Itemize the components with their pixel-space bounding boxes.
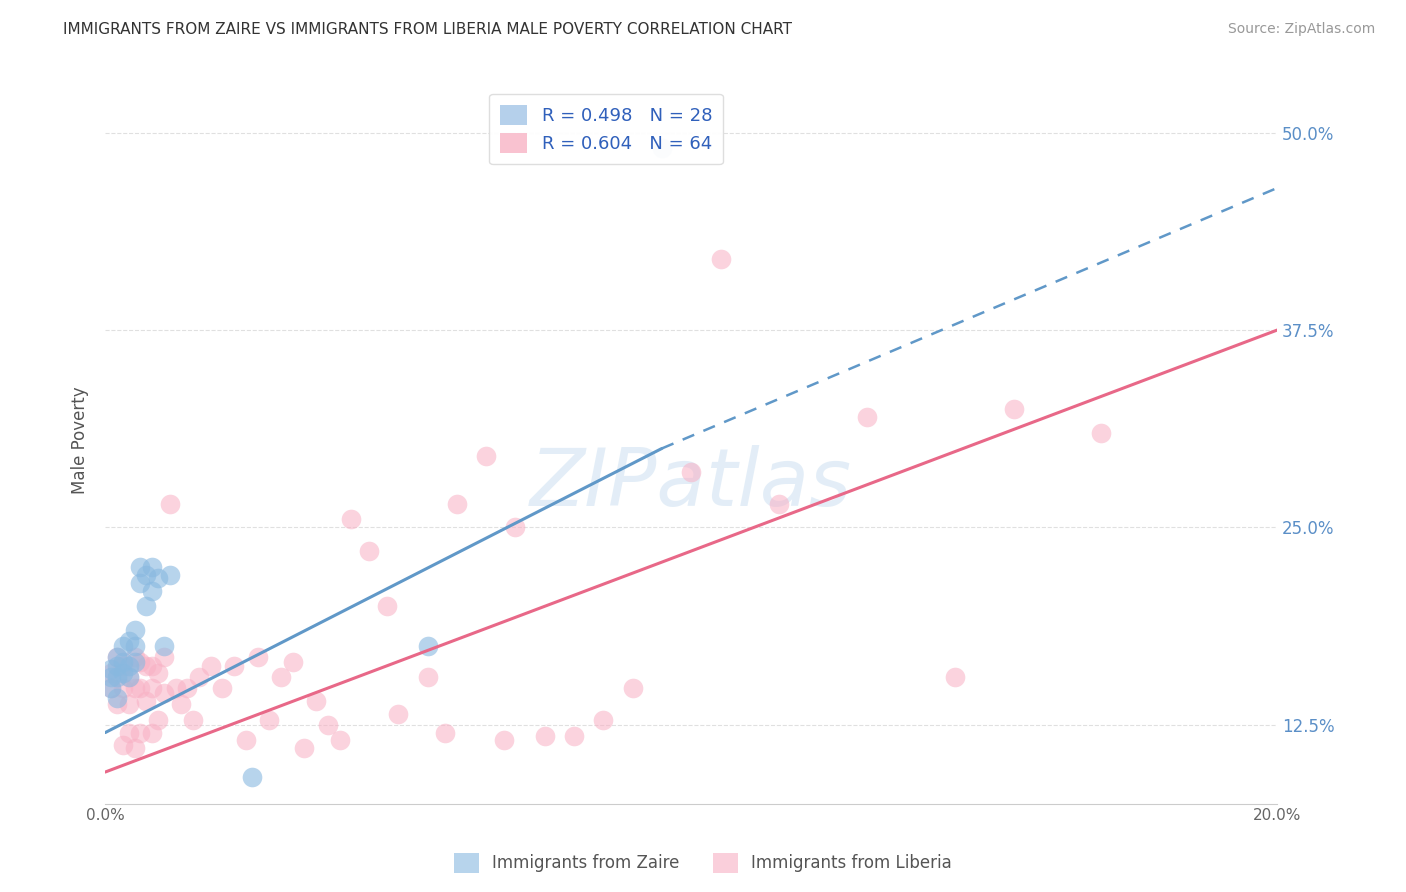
Point (141, 659, 163, 673)
Point (375, 599, 398, 614)
Point (505, 520, 527, 534)
Point (141, 559, 163, 574)
Point (124, 681, 146, 696)
Point (188, 670, 211, 684)
Point (492, 733, 515, 747)
Point (159, 567, 181, 582)
Point (124, 649, 146, 664)
Point (768, 497, 790, 511)
Point (176, 681, 198, 696)
Point (118, 725, 141, 739)
Point (305, 694, 328, 708)
Point (329, 733, 352, 747)
Point (129, 681, 152, 696)
Point (135, 599, 157, 614)
Legend: Immigrants from Zaire, Immigrants from Liberia: Immigrants from Zaire, Immigrants from L… (447, 847, 959, 880)
Point (153, 639, 176, 653)
Point (211, 681, 233, 696)
Point (340, 512, 363, 526)
Point (124, 623, 146, 637)
Point (621, 681, 644, 696)
Point (1090, 425, 1112, 440)
Point (1002, 401, 1025, 416)
Point (562, 729, 585, 743)
Point (159, 497, 181, 511)
Point (129, 559, 152, 574)
Point (118, 634, 141, 648)
Point (146, 713, 169, 727)
Text: ZIPatlas: ZIPatlas (530, 445, 852, 523)
Point (105, 649, 128, 664)
Point (118, 670, 141, 684)
Point (416, 670, 439, 684)
Point (856, 409, 879, 424)
Point (105, 670, 128, 684)
Point (281, 655, 304, 669)
Point (681, 465, 703, 479)
Point (294, 741, 316, 756)
Point (118, 659, 141, 673)
Point (129, 575, 152, 590)
Point (100, 662, 122, 676)
Point (200, 659, 222, 673)
Point (240, 770, 263, 784)
Point (592, 713, 614, 727)
Point (111, 659, 134, 673)
Point (124, 741, 146, 756)
Point (129, 725, 152, 739)
Point (141, 725, 163, 739)
Point (124, 655, 146, 669)
Point (100, 670, 122, 684)
Point (446, 497, 468, 511)
Legend: R = 0.498   N = 28, R = 0.604   N = 64: R = 0.498 N = 28, R = 0.604 N = 64 (489, 94, 723, 164)
Point (105, 659, 128, 673)
Point (387, 706, 409, 721)
Point (118, 670, 141, 684)
Point (709, 252, 731, 266)
Point (135, 567, 157, 582)
Point (235, 733, 257, 747)
Point (124, 639, 146, 653)
Point (651, 141, 673, 155)
Point (135, 659, 157, 673)
Y-axis label: Male Poverty: Male Poverty (72, 387, 89, 494)
Point (943, 670, 966, 684)
Point (270, 670, 292, 684)
Point (475, 450, 498, 464)
Point (416, 639, 439, 653)
Point (146, 571, 169, 585)
Text: Source: ZipAtlas.com: Source: ZipAtlas.com (1227, 22, 1375, 37)
Point (533, 729, 555, 743)
Text: IMMIGRANTS FROM ZAIRE VS IMMIGRANTS FROM LIBERIA MALE POVERTY CORRELATION CHART: IMMIGRANTS FROM ZAIRE VS IMMIGRANTS FROM… (63, 22, 792, 37)
Point (100, 681, 122, 696)
Point (111, 655, 134, 669)
Point (111, 639, 134, 653)
Point (118, 697, 141, 711)
Point (111, 665, 134, 680)
Point (170, 697, 193, 711)
Point (259, 713, 281, 727)
Point (357, 544, 380, 558)
Point (111, 738, 134, 752)
Point (105, 697, 128, 711)
Point (105, 690, 128, 705)
Point (129, 655, 152, 669)
Point (111, 681, 134, 696)
Point (434, 725, 457, 739)
Point (105, 649, 128, 664)
Point (100, 681, 122, 696)
Point (316, 717, 339, 731)
Point (153, 649, 176, 664)
Point (141, 681, 163, 696)
Point (146, 665, 169, 680)
Point (135, 694, 157, 708)
Point (224, 659, 246, 673)
Point (246, 649, 269, 664)
Point (165, 681, 187, 696)
Point (141, 583, 163, 598)
Point (153, 686, 176, 700)
Point (100, 665, 122, 680)
Point (181, 713, 204, 727)
